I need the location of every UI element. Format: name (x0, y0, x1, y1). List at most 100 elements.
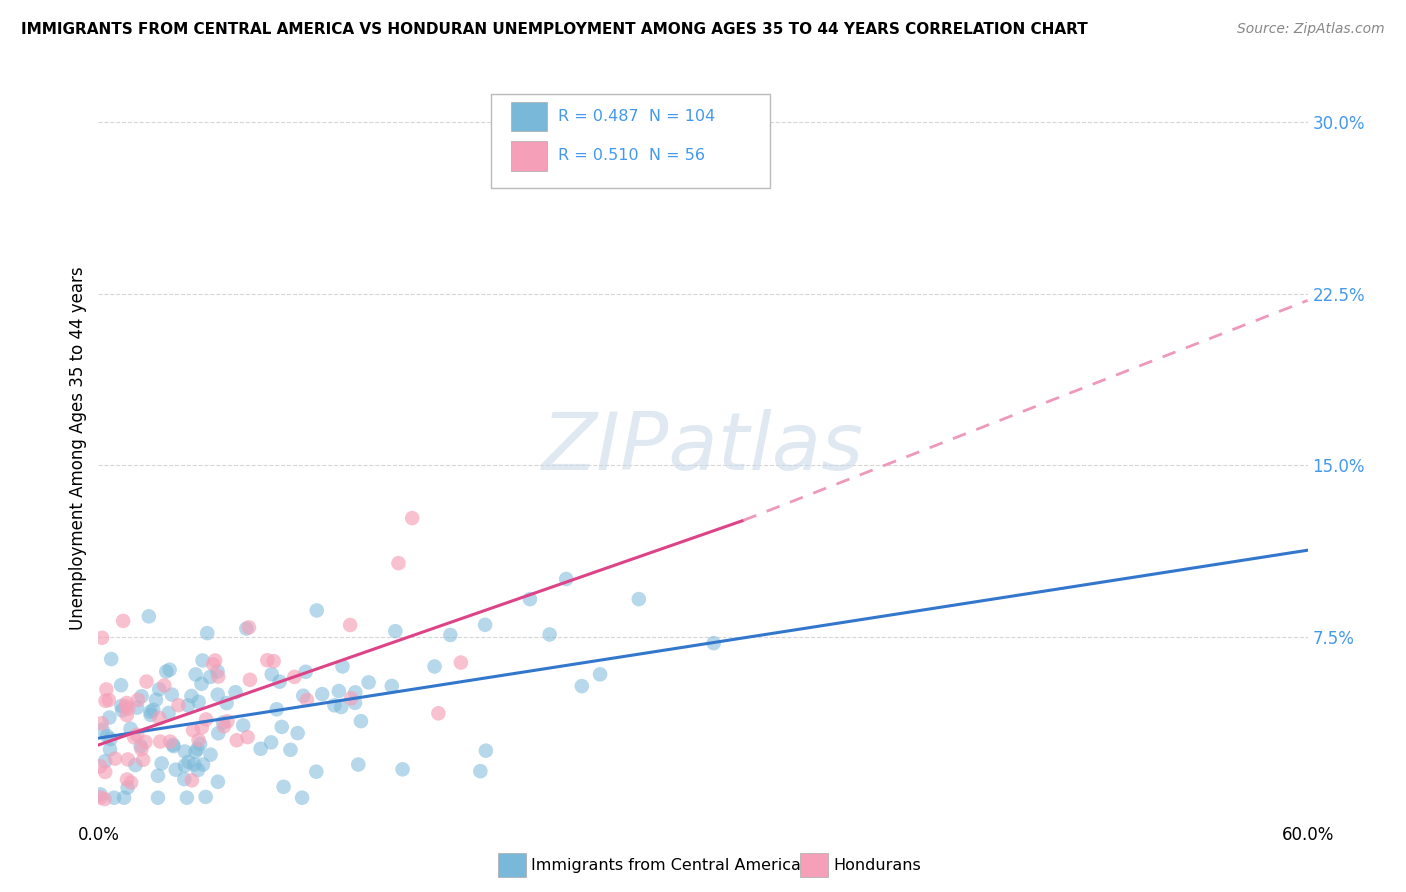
Point (266, 702, 288, 716)
Point (146, 769, 169, 783)
Point (96, 729, 118, 743)
Point (555, 572, 578, 586)
Point (129, 739, 152, 753)
Point (131, 690, 153, 704)
Point (280, 743, 302, 757)
Point (350, 714, 373, 728)
Point (184, 745, 207, 759)
Point (135, 674, 157, 689)
Point (283, 670, 305, 684)
Point (98, 710, 121, 724)
Point (340, 691, 363, 706)
Point (423, 659, 446, 673)
Y-axis label: Unemployment Among Ages 35 to 44 years: Unemployment Among Ages 35 to 44 years (69, 267, 87, 630)
Point (112, 614, 135, 628)
Point (173, 758, 195, 772)
Point (703, 636, 725, 650)
Point (357, 675, 380, 690)
Point (212, 715, 235, 730)
Point (339, 618, 361, 632)
Point (538, 627, 561, 641)
Point (381, 679, 404, 693)
Point (191, 721, 214, 735)
Point (323, 698, 346, 713)
Point (122, 731, 145, 745)
Point (89, 759, 111, 773)
Point (207, 665, 229, 679)
Point (187, 695, 209, 709)
Point (235, 622, 257, 636)
Point (439, 628, 461, 642)
Point (187, 733, 209, 747)
Point (260, 667, 283, 681)
Point (238, 620, 260, 634)
Point (103, 790, 125, 805)
Text: Source: ZipAtlas.com: Source: ZipAtlas.com (1237, 22, 1385, 37)
Point (305, 764, 328, 779)
Point (148, 711, 170, 725)
Point (263, 654, 285, 668)
Point (470, 764, 492, 779)
Point (145, 693, 167, 707)
Point (139, 705, 162, 719)
Point (287, 726, 309, 740)
Point (110, 699, 132, 714)
Point (291, 790, 314, 805)
Point (343, 696, 366, 710)
Point (173, 772, 195, 786)
Point (180, 773, 202, 788)
Text: R = 0.510  N = 56: R = 0.510 N = 56 (558, 148, 704, 163)
Point (180, 689, 202, 703)
Point (138, 609, 160, 624)
Point (159, 734, 181, 748)
Point (294, 665, 316, 679)
Point (97, 693, 120, 707)
Point (117, 752, 139, 766)
Point (104, 751, 127, 765)
FancyBboxPatch shape (510, 102, 547, 131)
Point (117, 701, 139, 715)
Point (188, 737, 211, 751)
Point (134, 735, 156, 749)
Point (173, 744, 195, 758)
Point (391, 762, 413, 776)
Point (98, 742, 121, 756)
Point (139, 707, 162, 722)
Point (190, 677, 212, 691)
Point (215, 696, 238, 710)
Point (207, 726, 229, 740)
Point (142, 703, 165, 717)
Point (89, 788, 111, 802)
Point (184, 667, 207, 681)
Point (236, 730, 259, 744)
Point (270, 720, 292, 734)
Point (347, 757, 370, 772)
Point (571, 679, 593, 693)
Point (117, 780, 139, 795)
Point (115, 708, 138, 723)
Text: Immigrants from Central America: Immigrants from Central America (531, 858, 801, 872)
Point (127, 693, 149, 707)
Point (212, 719, 235, 733)
Point (91, 631, 114, 645)
Point (187, 763, 209, 777)
Point (260, 735, 283, 749)
Point (103, 848, 125, 863)
Point (232, 718, 254, 732)
Point (94, 764, 117, 779)
Point (384, 624, 406, 639)
Point (155, 665, 177, 679)
Point (273, 780, 295, 794)
Point (160, 688, 183, 702)
Point (207, 774, 229, 789)
Point (328, 684, 350, 698)
Point (195, 626, 218, 640)
Point (124, 758, 146, 772)
Point (127, 700, 149, 714)
Point (475, 744, 498, 758)
Point (225, 733, 247, 747)
Point (94, 754, 117, 768)
Point (195, 712, 218, 726)
Point (202, 657, 225, 672)
Point (330, 700, 353, 714)
